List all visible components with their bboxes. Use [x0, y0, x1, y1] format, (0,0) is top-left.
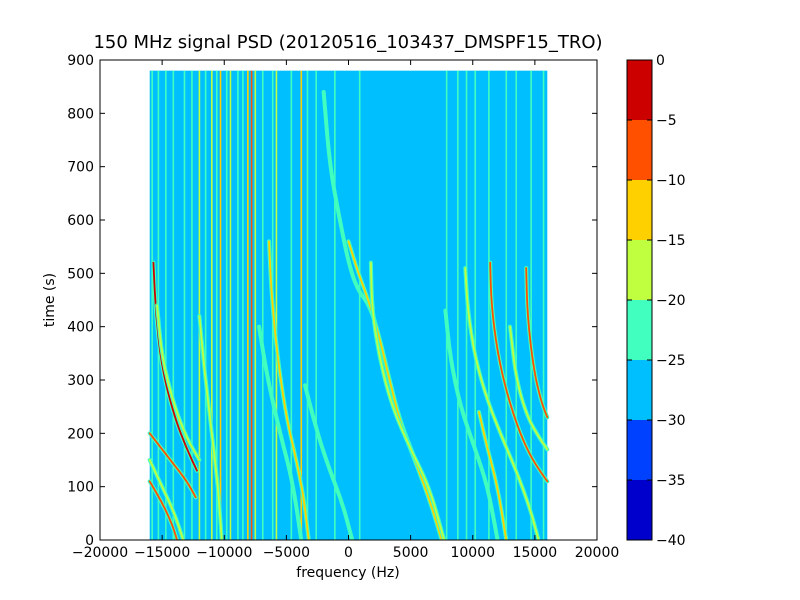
y-tick-label: 0 [85, 533, 94, 549]
colorbar-band [627, 480, 652, 540]
plot-area [100, 60, 597, 540]
heatmap-background [149, 70, 548, 540]
y-tick-label: 600 [67, 213, 94, 229]
x-tick-label: 20000 [575, 545, 620, 561]
signal-trace [304, 384, 354, 540]
signal-trace [156, 304, 201, 461]
colorbar-tick-label: −30 [656, 413, 686, 429]
y-tick-label: 300 [67, 373, 94, 389]
signal-trace [369, 261, 446, 540]
chart-title: 150 MHz signal PSD (20120516_103437_DMSP… [93, 32, 602, 53]
x-tick-label: 0 [344, 545, 353, 561]
signal-trace [464, 267, 540, 540]
colorbar: 0 −5 −10 −15 −20 −25 −30 −35 −40 [626, 53, 686, 549]
x-tick-label: −10000 [196, 545, 252, 561]
colorbar-band [627, 300, 652, 360]
colorbar-band [627, 180, 652, 240]
y-tick-label: 700 [67, 160, 94, 176]
colorbar-tick-label: −5 [656, 113, 677, 129]
signal-trace [489, 261, 549, 483]
signal-trace [347, 240, 443, 540]
x-tick-label: −20000 [72, 545, 128, 561]
colorbar-tick-label: −10 [656, 173, 686, 189]
signal-trace [525, 267, 549, 419]
y-tick-label: 200 [67, 426, 94, 442]
x-tick-label: −5000 [263, 545, 310, 561]
colorbar-tick-label: −15 [656, 233, 686, 249]
signal-trace [478, 411, 508, 540]
signal-trace [258, 325, 303, 540]
x-tick-label: 5000 [393, 545, 429, 561]
y-axis: 0 100 200 300 400 500 600 700 800 900 [67, 53, 597, 549]
y-tick-label: 500 [67, 266, 94, 282]
signal-trace [268, 240, 310, 540]
signal-trace [509, 325, 549, 451]
y-tick-label: 100 [67, 480, 94, 496]
x-axis: −20000 −15000 −10000 −5000 0 5000 10000 15000 20… [72, 60, 619, 561]
doppler-signal-traces [147, 90, 550, 540]
y-axis-label: time (s) [42, 273, 58, 327]
colorbar-tick-label: 0 [656, 53, 665, 69]
colorbar-tick-label: −25 [656, 353, 686, 369]
colorbar-band [627, 240, 652, 300]
colorbar-tick-label: −35 [656, 473, 686, 489]
y-tick-label: 800 [67, 106, 94, 122]
colorbar-band [627, 420, 652, 480]
signal-trace [198, 315, 223, 540]
colorbar-band [627, 360, 652, 420]
signal-trace [444, 309, 499, 540]
vertical-signal-lines [151, 70, 545, 540]
colorbar-tick-label: −20 [656, 293, 686, 309]
signal-trace [152, 261, 198, 472]
x-tick-label: 15000 [513, 545, 558, 561]
y-tick-label: 900 [67, 53, 94, 69]
x-tick-label: −15000 [134, 545, 190, 561]
heatmap-fill [149, 70, 548, 540]
colorbar-tick-label: −40 [656, 533, 686, 549]
colorbar-band [627, 120, 652, 180]
signal-trace [148, 432, 197, 499]
x-axis-label: frequency (Hz) [296, 565, 399, 581]
y-tick-label: 400 [67, 320, 94, 336]
colorbar-band [627, 60, 652, 120]
x-tick-label: 10000 [450, 545, 495, 561]
signal-trace [148, 459, 185, 540]
signal-trace [148, 480, 178, 540]
